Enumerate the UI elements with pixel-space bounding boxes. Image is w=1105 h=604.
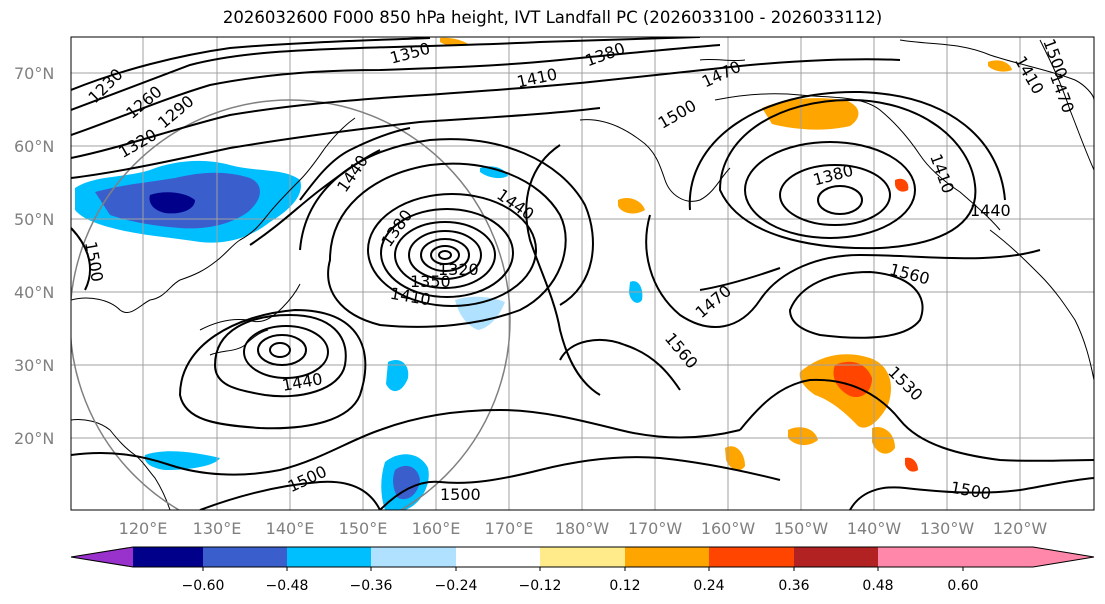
contour-label: 1500 xyxy=(440,485,481,504)
contour-label: 1440 xyxy=(970,201,1011,220)
colorbar-tick-label: 0.24 xyxy=(693,578,724,594)
positive-anomaly-region xyxy=(618,198,645,214)
lon-label: 180°W xyxy=(555,519,610,538)
colorbar-extend-low xyxy=(71,547,133,567)
colorbar-segment xyxy=(794,547,878,567)
colorbar-tick-label: 0.48 xyxy=(862,578,893,594)
colorbar-segment xyxy=(709,547,794,567)
colorbar-tick-label: −0.24 xyxy=(435,578,478,594)
longitude-labels: 120°E 130°E 140°E 150°E 160°E 170°E 180°… xyxy=(119,519,1048,538)
latitude-labels: 70°N 60°N 50°N 40°N 30°N 20°N xyxy=(14,64,54,448)
colorbar-segment xyxy=(540,547,625,567)
positive-anomaly-region xyxy=(762,98,859,130)
colorbar: −0.60 −0.48 −0.36 −0.24 −0.12 0.12 0.24 … xyxy=(70,546,1095,594)
negative-anomaly-region xyxy=(144,451,220,470)
colorbar-tick-label: 0.12 xyxy=(609,578,640,594)
lat-label: 70°N xyxy=(14,64,54,83)
negative-anomaly-region xyxy=(386,359,409,392)
colorbar-segment xyxy=(878,547,963,567)
lat-label: 40°N xyxy=(14,283,54,302)
colorbar-segment xyxy=(625,547,709,567)
lon-label: 160°W xyxy=(701,519,756,538)
lon-label: 130°E xyxy=(193,519,242,538)
lon-label: 140°E xyxy=(266,519,315,538)
map-frame xyxy=(70,36,1095,511)
lon-label: 140°W xyxy=(847,519,902,538)
ivt-shading xyxy=(75,37,1012,510)
contour-label: 1320 xyxy=(438,260,479,279)
lat-label: 60°N xyxy=(14,137,54,156)
lon-label: 130°W xyxy=(920,519,975,538)
colorbar-tick-label: −0.48 xyxy=(266,578,309,594)
negative-anomaly-region xyxy=(480,166,508,179)
lon-label: 120°E xyxy=(119,519,168,538)
colorbar-segment xyxy=(133,547,203,567)
lon-label: 170°E xyxy=(485,519,534,538)
positive-anomaly-region xyxy=(895,178,909,192)
negative-anomaly-region-core xyxy=(393,465,420,500)
map-title: 2026032600 F000 850 hPa height, IVT Land… xyxy=(222,8,883,27)
colorbar-extend-high xyxy=(963,547,1094,567)
colorbar-segment xyxy=(456,547,540,567)
colorbar-segment xyxy=(287,547,371,567)
negative-anomaly-region-peak xyxy=(149,192,195,214)
lon-label: 160°E xyxy=(412,519,461,538)
lat-label: 30°N xyxy=(14,356,54,375)
positive-anomaly-region-core xyxy=(833,361,872,398)
colorbar-tick-label: 0.60 xyxy=(947,578,978,594)
positive-anomaly-region xyxy=(872,426,895,454)
height-contours xyxy=(71,37,1094,510)
positive-anomaly-region xyxy=(788,427,818,446)
colorbar-tick-label: −0.60 xyxy=(182,578,225,594)
colorbar-segment xyxy=(203,547,287,567)
positive-anomaly-region xyxy=(988,60,1012,72)
positive-anomaly-region xyxy=(725,446,745,471)
lon-label: 170°W xyxy=(628,519,683,538)
lat-label: 20°N xyxy=(14,429,54,448)
lat-label: 50°N xyxy=(14,210,54,229)
colorbar-segment xyxy=(371,547,456,567)
positive-anomaly-region xyxy=(905,457,918,472)
lon-label: 120°W xyxy=(993,519,1048,538)
contour-label: 1350 xyxy=(410,272,451,291)
lon-label: 150°W xyxy=(774,519,829,538)
colorbar-tick-label: −0.12 xyxy=(519,578,562,594)
colorbar-tick-label: −0.36 xyxy=(350,578,393,594)
colorbar-tick-label: 0.36 xyxy=(778,578,809,594)
range-circle xyxy=(71,99,511,510)
lon-label: 150°E xyxy=(339,519,388,538)
